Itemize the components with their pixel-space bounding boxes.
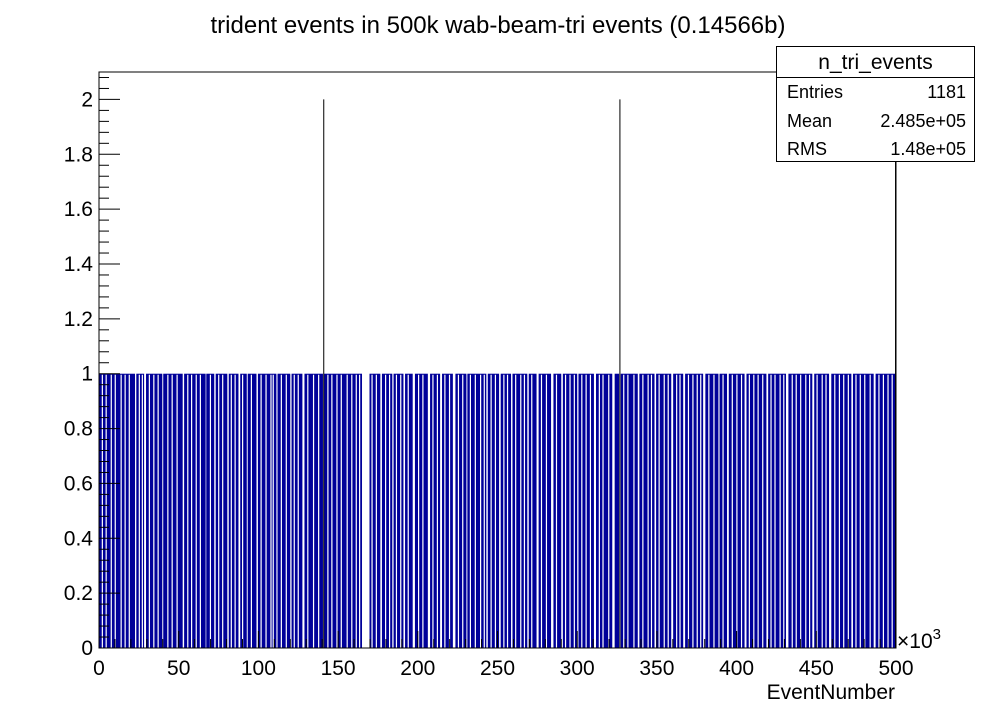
x-tick-label: 250: [480, 657, 515, 680]
x-tick-label: 0: [93, 657, 105, 680]
x-tick-label: 350: [639, 657, 674, 680]
y-tick-label: 0.8: [64, 418, 93, 441]
x-axis-multiplier-exponent: 3: [933, 626, 941, 643]
histogram-bar-segment: [136, 373, 145, 648]
x-tick-label: 300: [560, 657, 595, 680]
y-tick-label: 0.6: [64, 472, 93, 495]
stats-row-entries: Entries 1181: [777, 78, 974, 107]
histogram-bar-segment: [467, 373, 487, 648]
histogram-bar-segment: [596, 373, 613, 648]
y-tick-label: 2: [81, 88, 93, 111]
x-axis-multiplier: ×103: [897, 626, 941, 653]
histogram-bar-segment: [455, 373, 467, 648]
histogram-bar-segment: [228, 373, 239, 648]
histogram-bar-segment: [163, 373, 183, 648]
histogram-bar-segment: [528, 373, 537, 648]
histogram-bar-segment: [257, 373, 277, 648]
y-tick-label: 1.2: [64, 308, 93, 331]
y-tick-label: 0.4: [64, 527, 94, 550]
histogram-bar-segment: [639, 373, 655, 648]
x-tick-label: 500: [878, 657, 913, 680]
histogram-bar-segment: [852, 373, 874, 648]
histogram-bar-segment: [430, 373, 441, 648]
histogram-bar-segment: [247, 373, 257, 648]
histogram-bar-segment: [768, 373, 787, 648]
histogram-bar-segment: [240, 373, 247, 648]
stats-value: 1.48e+05: [890, 139, 966, 159]
histogram-bar-segment: [369, 373, 381, 648]
y-tick-label: 1.8: [64, 143, 93, 166]
y-tick-label: 1.6: [64, 198, 93, 221]
histogram-bar-segment: [512, 373, 528, 648]
stats-value: 1181: [927, 82, 966, 102]
stats-row-rms: RMS 1.48e+05: [777, 135, 974, 164]
histogram-bar-segment: [538, 373, 552, 648]
x-tick-label: 50: [167, 657, 190, 680]
stats-box: n_tri_events Entries 1181 Mean 2.485e+05…: [776, 46, 975, 162]
x-tick-label: 400: [719, 657, 754, 680]
histogram-bar-segment: [875, 373, 896, 648]
x-axis-multiplier-base: ×10: [897, 630, 933, 653]
histogram-bar-segment: [614, 373, 620, 648]
histogram-bar-segment: [414, 373, 428, 648]
histogram-bar-segment: [215, 373, 228, 648]
histogram-bar-segment: [405, 373, 413, 648]
stats-value: 2.485e+05: [880, 111, 966, 131]
histogram-bar-segment: [746, 373, 767, 648]
histogram-bar-segment: [673, 373, 684, 648]
x-tick-label: 450: [799, 657, 834, 680]
histogram-bar-segment: [500, 373, 512, 648]
stats-divider: [777, 77, 974, 78]
y-tick-label: 0: [81, 637, 93, 660]
stats-title: n_tri_events: [818, 51, 933, 74]
y-tick-label: 1.4: [64, 253, 94, 276]
x-axis-label: EventNumber: [767, 681, 895, 704]
stats-label: Entries: [787, 82, 844, 102]
histogram-bar-segment: [705, 373, 719, 648]
stats-row-mean: Mean 2.485e+05: [777, 107, 974, 136]
histogram-bar-segment: [381, 373, 393, 648]
stats-label: RMS: [787, 139, 827, 159]
x-tick-label: 150: [321, 657, 356, 680]
y-tick-label: 1: [81, 363, 93, 386]
histogram-bar-segment: [442, 373, 453, 648]
x-tick-label: 100: [241, 657, 276, 680]
histogram-bar-segment: [277, 373, 291, 648]
histogram-bar-segment: [553, 373, 562, 648]
axes: 0 0.2 0.4 0.6 0.8 1 1.2 1.4 1.6 1.8 2 0 50 100 150 200 2…: [64, 71, 914, 680]
stats-label: Mean: [787, 111, 833, 131]
histogram-bar-segment: [831, 373, 852, 648]
x-tick-label: 200: [400, 657, 435, 680]
histogram-bar-segment: [291, 373, 303, 648]
histogram-bar-segment: [487, 373, 500, 648]
histogram-bar-segment: [393, 373, 404, 648]
chart-title: trident events in 500k wab-beam-tri even…: [211, 12, 786, 39]
y-tick-label: 0.2: [64, 582, 93, 605]
histogram-bars: [99, 99, 897, 648]
histogram-bar-segment: [685, 373, 704, 648]
